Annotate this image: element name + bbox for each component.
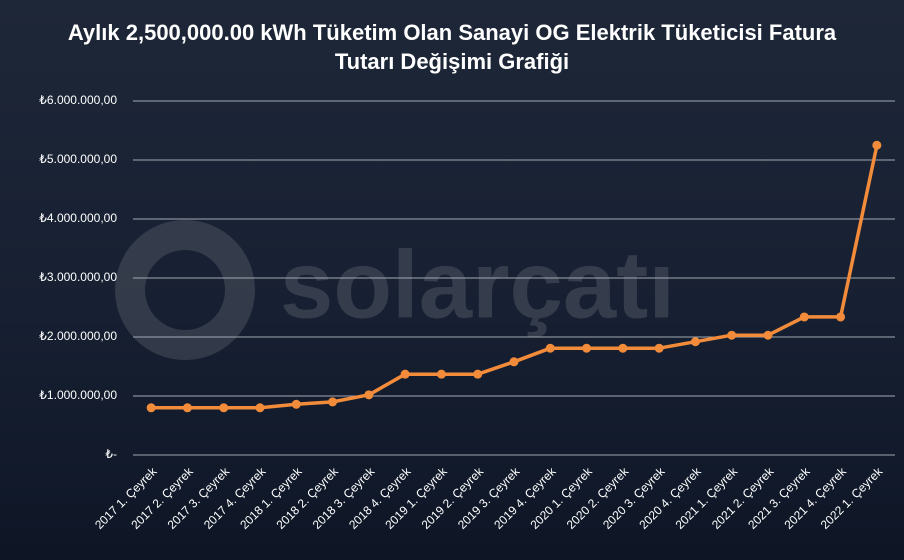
marker: [291, 399, 301, 409]
marker: [146, 403, 156, 413]
x-tick-label: 2020 2. Çeyrek: [564, 464, 632, 532]
marker: [582, 343, 592, 353]
chart-title: Aylık 2,500,000.00 kWh Tüketim Olan Sana…: [67, 20, 837, 74]
marker: [799, 312, 809, 322]
marker: [400, 369, 410, 379]
x-tick-label: 2021 1. Çeyrek: [673, 464, 741, 532]
y-tick-label: ₺-: [105, 447, 117, 461]
x-tick-label: 2021 2. Çeyrek: [709, 464, 777, 532]
x-tick-label: 2020 1. Çeyrek: [527, 464, 595, 532]
marker: [545, 343, 555, 353]
x-tick-label: 2018 4. Çeyrek: [346, 464, 414, 532]
marker: [436, 369, 446, 379]
marker: [763, 330, 773, 340]
marker: [182, 403, 192, 413]
x-tick-label: 2021 3. Çeyrek: [745, 464, 813, 532]
x-tick-label: 2018 2. Çeyrek: [273, 464, 341, 532]
x-tick-label: 2019 4. Çeyrek: [491, 464, 559, 532]
marker: [255, 403, 265, 413]
x-tick-label: 2020 3. Çeyrek: [600, 464, 668, 532]
marker: [618, 343, 628, 353]
x-tick-label: 2019 3. Çeyrek: [455, 464, 523, 532]
x-tick-label: 2021 4. Çeyrek: [781, 464, 849, 532]
marker: [509, 357, 519, 367]
marker: [328, 397, 338, 407]
y-tick-label: ₺3.000.000,00: [39, 270, 117, 284]
x-tick-label: 2018 3. Çeyrek: [310, 464, 378, 532]
x-tick-label: 2017 2. Çeyrek: [128, 464, 196, 532]
y-tick-label: ₺2.000.000,00: [39, 329, 117, 343]
marker: [690, 337, 700, 347]
watermark: solarçatı: [280, 231, 675, 338]
x-tick-label: 2022 1. Çeyrek: [818, 464, 886, 532]
marker: [219, 403, 229, 413]
y-tick-label: ₺1.000.000,00: [39, 388, 117, 402]
x-tick-label: 2017 4. Çeyrek: [201, 464, 269, 532]
marker: [872, 140, 882, 150]
x-tick-label: 2020 4. Çeyrek: [636, 464, 704, 532]
x-tick-label: 2019 1. Çeyrek: [382, 464, 450, 532]
x-tick-label: 2017 3. Çeyrek: [165, 464, 233, 532]
marker: [654, 343, 664, 353]
x-tick-label: 2017 1. Çeyrek: [92, 464, 160, 532]
y-tick-label: ₺6.000.000,00: [39, 93, 117, 107]
x-tick-label: 2018 1. Çeyrek: [237, 464, 305, 532]
watermark-logo: [115, 220, 255, 360]
x-tick-label: 2019 2. Çeyrek: [419, 464, 487, 532]
y-tick-label: ₺5.000.000,00: [39, 152, 117, 166]
marker: [473, 369, 483, 379]
marker: [836, 312, 846, 322]
marker: [364, 390, 374, 400]
marker: [727, 330, 737, 340]
y-tick-label: ₺4.000.000,00: [39, 211, 117, 225]
